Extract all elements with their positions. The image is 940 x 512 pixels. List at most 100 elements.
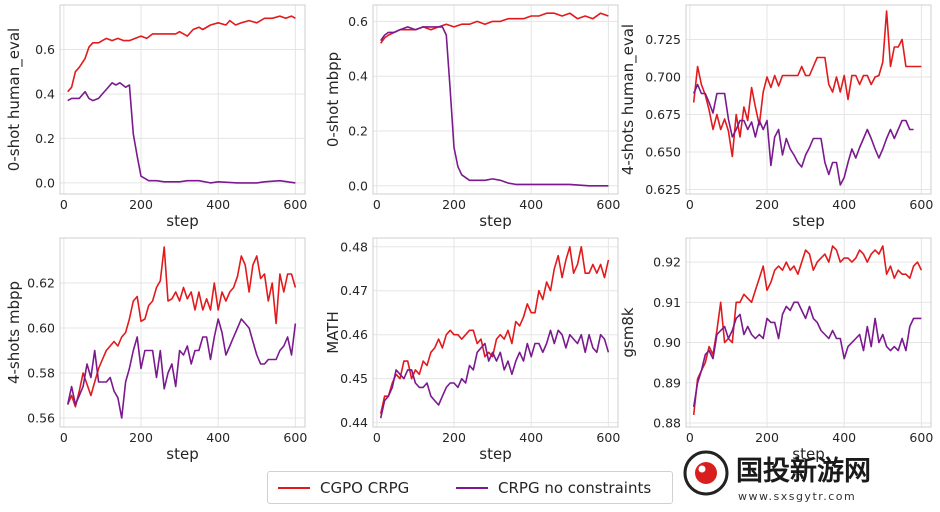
plot-frame [59,4,306,195]
legend-label-no-constraints: CRPG no constraints [498,478,652,497]
y-tick-label: 0.56 [27,411,55,426]
series-line-crpg-no-constraints [67,82,296,184]
plot-frame [685,237,932,428]
legend-item-cgpo: CGPO CRPG [278,472,409,503]
plot-frame [685,4,932,195]
series-line-cgpo-crpg [380,12,609,44]
y-tick-label: 0.2 [348,124,368,139]
y-tick-label: 0.4 [348,69,368,84]
y-tick-label: 0.89 [653,375,681,390]
x-tick-label: 600 [596,197,620,212]
y-tick-label: 0.91 [653,295,681,310]
y-axis-label: MATH [324,311,342,353]
x-tick-label: 400 [832,197,856,212]
plot-area [686,5,931,194]
y-axis-label: 0-shot human_eval [5,28,24,171]
y-tick-label: 0.48 [340,239,368,254]
legend-item-no-constraints: CRPG no constraints [456,472,651,503]
x-tick-label: 0 [373,430,381,445]
x-tick-label: 400 [519,197,543,212]
series-line-cgpo-crpg [67,15,296,93]
y-axis-label: gsm8k [619,307,637,357]
series-line-cgpo-crpg [66,246,297,408]
x-tick-label: 400 [832,430,856,445]
y-tick-label: 0.92 [653,255,681,270]
series-line-crpg-no-constraints [692,301,922,408]
series-line-cgpo-crpg [692,10,922,158]
x-tick-label: 200 [755,197,779,212]
series-line-crpg-no-constraints [692,83,914,186]
plot-frame [372,4,619,195]
x-tick-label: 0 [373,197,381,212]
subplot-6: 0.88 0.89 0.90 0.91 0.92 0 200 400 600 step gsm8k [619,237,933,463]
y-tick-label: 0.725 [645,32,681,47]
x-tick-label: 600 [283,197,307,212]
x-axis-label: step [479,212,511,230]
series-line-cgpo-crpg [379,246,610,414]
y-axis-label: 4-shots human_eval [619,24,638,175]
x-tick-label: 0 [60,430,68,445]
y-tick-label: 0.46 [340,327,368,342]
x-tick-label: 200 [755,430,779,445]
x-tick-label: 0 [60,197,68,212]
series-line-cgpo-crpg [692,245,923,415]
x-axis-label: step [792,212,824,230]
legend: CGPO CRPG CRPG no constraints [267,471,673,504]
x-tick-label: 400 [206,430,230,445]
subplot-2: 0.0 0.2 0.4 0.6 0 200 400 600 step 0-shot mbpp [324,4,620,230]
watermark-logo-highlight [698,465,706,473]
x-axis-label: step [166,212,198,230]
x-tick-label: 600 [596,430,620,445]
y-tick-label: 0.0 [348,178,368,193]
y-tick-label: 0.47 [340,283,368,298]
x-tick-label: 200 [129,430,153,445]
y-axis-label: 0-shot mbpp [324,52,342,147]
watermark-brand: 国投新游网 [736,455,871,487]
subplot-5: 0.44 0.45 0.46 0.47 0.48 0 200 400 600 step MATH [324,237,620,463]
x-tick-label: 400 [206,197,230,212]
x-tick-label: 0 [686,197,694,212]
y-tick-label: 0.6 [348,14,368,29]
series-line-crpg-no-constraints [380,26,609,187]
x-tick-label: 200 [442,430,466,445]
plot-area [686,238,931,427]
subplot-1: 0.0 0.2 0.4 0.6 0 200 400 600 step 0-shot human_e… [5,4,307,230]
series-line-crpg-no-constraints [379,329,610,419]
plot-area [373,5,618,194]
y-tick-label: 0.4 [35,86,55,101]
subplot-4: 0.56 0.58 0.60 0.62 0 200 400 600 step 4-shots mb… [5,237,307,463]
x-tick-label: 600 [909,430,933,445]
watermark-url: www.sxsgytr.com [738,490,856,503]
y-tick-label: 0.675 [645,107,681,122]
y-axis-label: 4-shots mbpp [5,281,23,384]
x-axis-label: step [479,445,511,463]
y-tick-label: 0.6 [35,42,55,57]
subplot-3: 0.625 0.650 0.675 0.700 0.725 0 200 400 600 step 4… [619,4,933,230]
watermark-logo-ring [683,450,729,496]
x-axis-label: step [166,445,198,463]
plot-frame [372,237,619,428]
series-line-crpg-no-constraints [66,318,297,419]
plot-area [60,238,305,427]
x-tick-label: 600 [909,197,933,212]
x-tick-label: 600 [283,430,307,445]
y-tick-label: 0.60 [27,321,55,336]
plot-area [60,5,305,194]
y-tick-label: 0.44 [340,415,368,430]
x-tick-label: 0 [686,430,694,445]
y-tick-label: 0.650 [645,145,681,160]
y-tick-label: 0.88 [653,415,681,430]
legend-swatch-no-constraints [456,486,488,489]
plot-area [373,238,618,427]
legend-swatch-cgpo [278,486,310,489]
y-tick-label: 0.2 [35,131,55,146]
y-tick-label: 0.0 [35,175,55,190]
y-tick-label: 0.62 [27,276,55,291]
y-tick-label: 0.90 [653,335,681,350]
y-tick-label: 0.45 [340,371,368,386]
y-tick-label: 0.58 [27,366,55,381]
legend-label-cgpo: CGPO CRPG [320,478,410,497]
x-axis-label: step [792,445,824,463]
